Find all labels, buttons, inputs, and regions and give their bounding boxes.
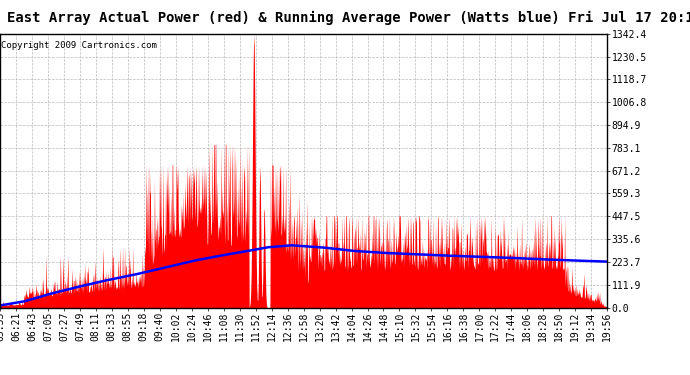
- Text: East Array Actual Power (red) & Running Average Power (Watts blue) Fri Jul 17 20: East Array Actual Power (red) & Running …: [7, 11, 690, 26]
- Text: Copyright 2009 Cartronics.com: Copyright 2009 Cartronics.com: [1, 40, 157, 50]
